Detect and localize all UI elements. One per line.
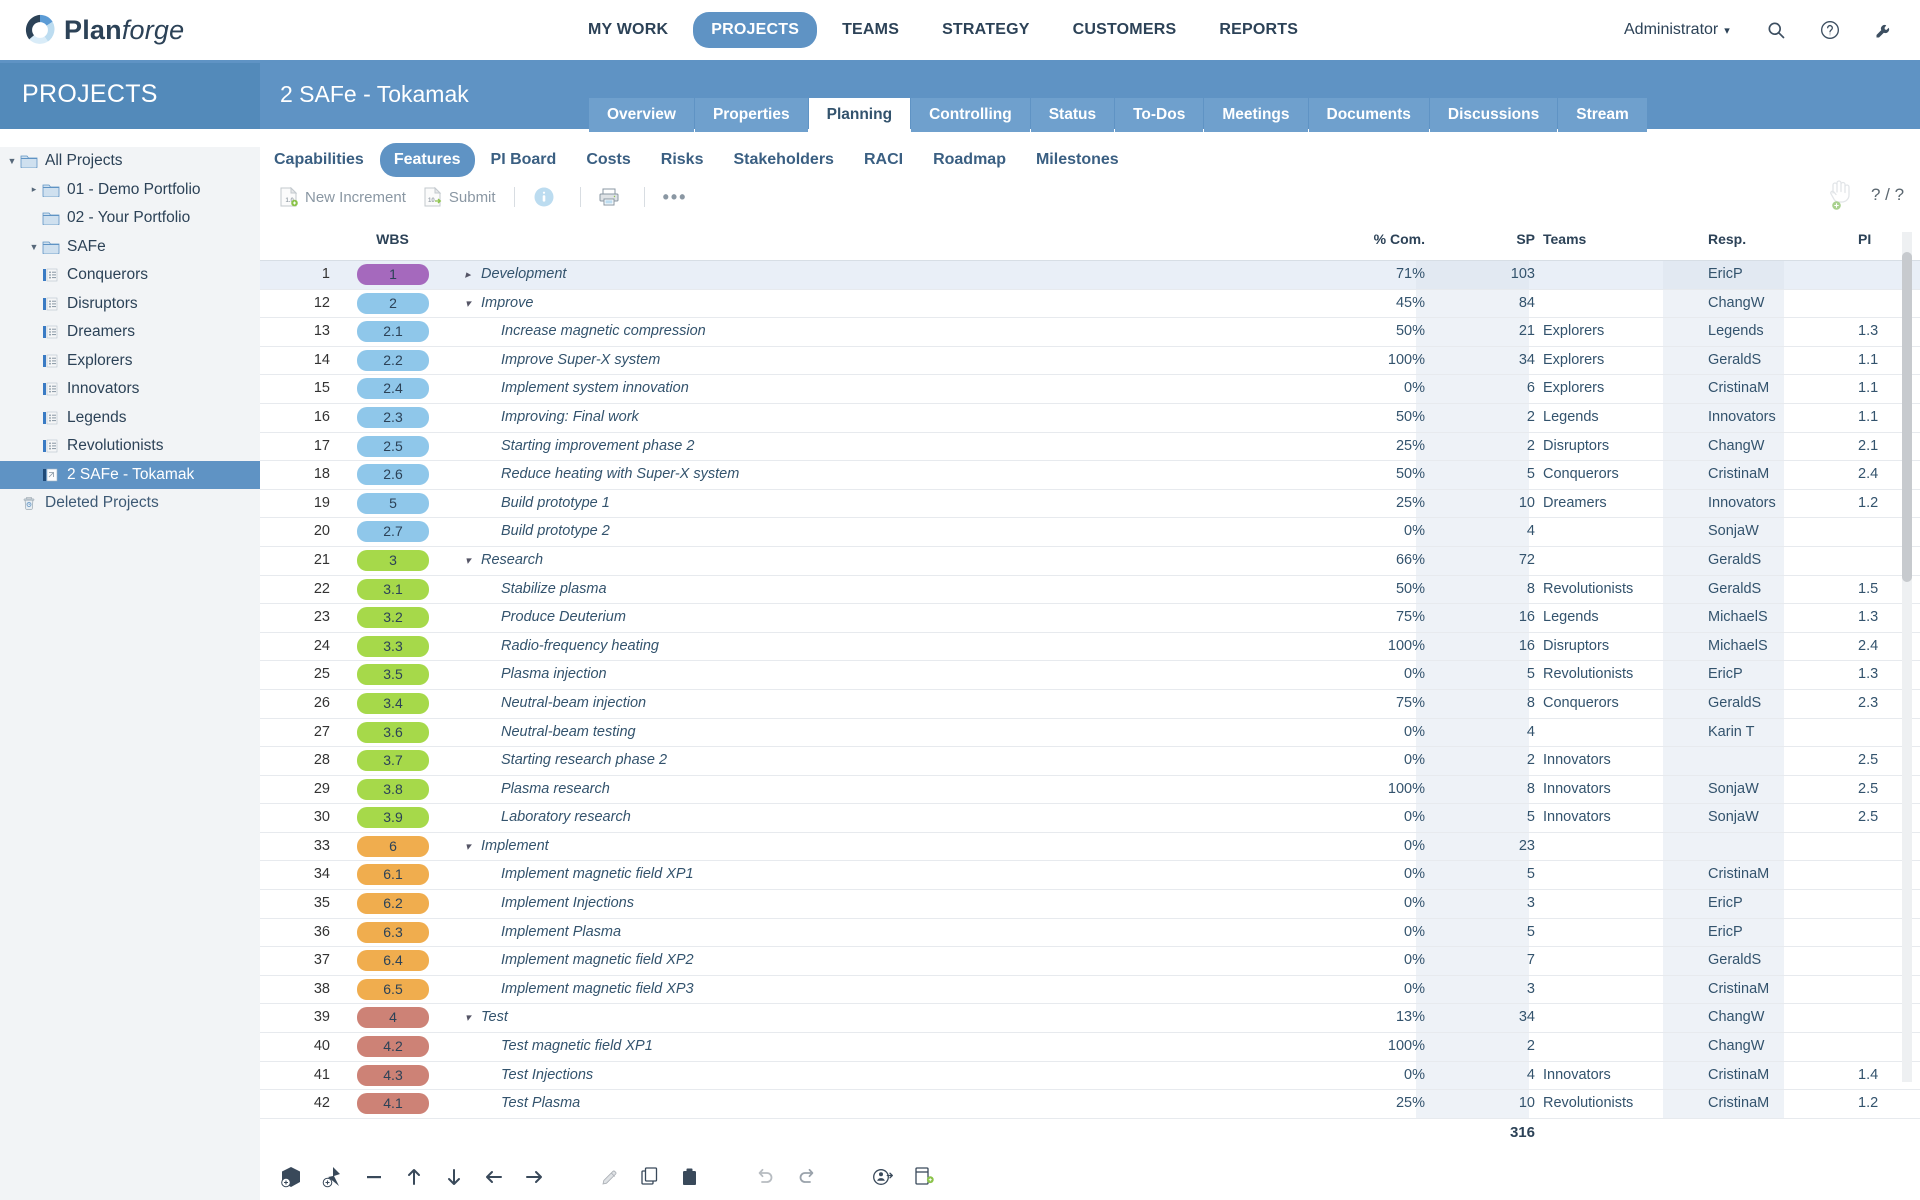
svg-text:10: 10 bbox=[428, 198, 435, 204]
